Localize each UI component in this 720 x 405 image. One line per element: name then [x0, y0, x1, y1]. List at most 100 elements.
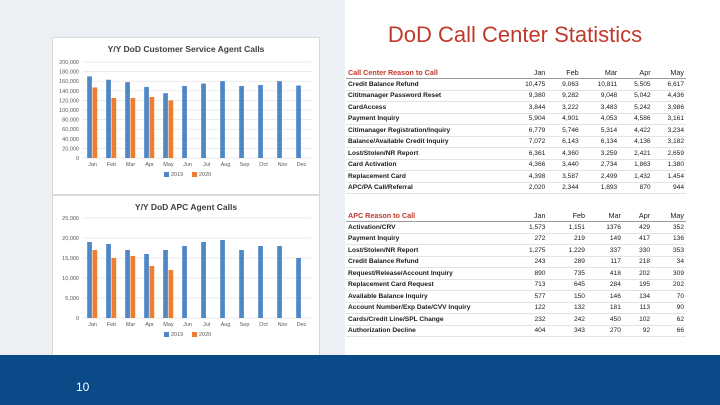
y-tick-label: 200,000 — [59, 60, 79, 66]
table-header-month: Mar — [586, 209, 623, 222]
legend-swatch-2019 — [164, 172, 169, 177]
x-tick-label: Oct — [259, 322, 268, 328]
bar-2020-apr — [149, 266, 155, 318]
table-cell-value: 9,282 — [547, 90, 581, 102]
bar-2019-jun — [182, 86, 187, 158]
y-tick-label: 15,000 — [62, 256, 79, 262]
table-cell-value: 10,475 — [508, 78, 548, 91]
x-tick-label: Feb — [107, 322, 116, 328]
table-row: Activation/CRV 1,573 1,151 1376 429 352 — [346, 221, 686, 234]
table-cell-value: 3,986 — [652, 101, 686, 114]
table-cell-value: 3,222 — [547, 101, 581, 114]
bar-2019-aug — [220, 240, 225, 318]
x-tick-label: Nov — [278, 322, 288, 328]
table-cell-reason: Lost/Stolen/NR Report — [346, 244, 508, 257]
table-cell-value: 270 — [586, 325, 623, 337]
table-cell-value: 353 — [652, 244, 686, 257]
table-row: Replacement Card 4,398 3,587 2,499 1,432 1,45… — [346, 170, 686, 183]
table-cell-value: 4,586 — [619, 113, 653, 125]
chart-csa-calls-svg: Y/Y DoD Customer Service Agent Calls 0 20,… — [59, 44, 311, 178]
table-cell-value: 352 — [652, 221, 686, 234]
table-cell-value: 2,499 — [580, 170, 620, 183]
table-cell-reason: Credit Balance Refund — [346, 256, 508, 268]
table-cell-value: 418 — [586, 267, 623, 280]
table-cell-value: 2,020 — [508, 182, 548, 194]
table-cell-value: 735 — [547, 267, 587, 280]
table-cell-value: 4,422 — [619, 124, 653, 137]
table-cell-value: 34 — [652, 256, 686, 268]
table-cell-value: 645 — [547, 279, 587, 291]
y-tick-label: 5,000 — [65, 296, 79, 302]
table-cell-value: 1376 — [586, 221, 623, 234]
table-cell-reason: Cards/Credit Line/SPL Change — [346, 313, 508, 326]
chart-apc-calls: Y/Y DoD APC Agent Calls 0 5,000 10,000 15,00… — [52, 195, 320, 357]
table-cell-value: 3,844 — [508, 101, 548, 114]
bar-2019-may — [163, 250, 168, 318]
table-cell-value: 136 — [652, 233, 686, 245]
table-cell-value: 5,505 — [619, 78, 653, 91]
table-cell-value: 2,659 — [652, 147, 686, 160]
table-cell-value: 113 — [622, 302, 653, 314]
x-tick-label: May — [163, 162, 174, 168]
table-cell-value: 6,134 — [580, 136, 620, 148]
table-cell-reason: Activation/CRV — [346, 221, 508, 234]
table-cell-reason: Available Balance Inquiry — [346, 290, 508, 303]
table-row: Authorization Decline 404 343 270 92 66 — [346, 325, 686, 337]
table-cell-value: 4,398 — [508, 170, 548, 183]
table-row: Credit Balance Refund 243 289 117 218 34 — [346, 256, 686, 268]
table-cell-value: 62 — [652, 313, 686, 326]
table-cell-value: 6,143 — [547, 136, 581, 148]
bar-2019-jun — [182, 246, 187, 318]
table-cell-value: 1,432 — [619, 170, 653, 183]
table-cell-value: 1,275 — [508, 244, 548, 257]
bar-2020-feb — [111, 98, 117, 158]
bar-2020-jan — [92, 87, 98, 158]
table-cell-reason: Balance/Available Credit Inquiry — [346, 136, 508, 148]
table-row: APC/PA Call/Referral 2,020 2,344 1,893 870 94… — [346, 182, 686, 194]
table-header-month: Feb — [547, 66, 581, 79]
table-cell-value: 429 — [622, 221, 653, 234]
x-tick-label: Mar — [126, 162, 136, 168]
y-tick-label: 20,000 — [62, 236, 79, 242]
y-tick-label: 180,000 — [59, 70, 79, 76]
bar-2019-jan — [87, 76, 92, 158]
legend-swatch-2020 — [192, 172, 197, 177]
table-row: Credit Balance Refund 10,475 9,063 10,811 5,… — [346, 78, 686, 91]
y-tick-label: 0 — [76, 316, 79, 322]
table-cell-value: 1,380 — [652, 159, 686, 171]
table-row: Lost/Stolen/NR Report 1,275 1,229 337 330 353 — [346, 244, 686, 257]
y-tick-label: 25,000 — [62, 216, 79, 222]
table-cell-value: 4,053 — [580, 113, 620, 125]
x-tick-label: Sep — [240, 322, 250, 328]
table-header-month: May — [652, 66, 686, 79]
table-cell-value: 404 — [508, 325, 548, 337]
table-cell-value: 195 — [622, 279, 653, 291]
y-tick-label: 80,000 — [62, 118, 79, 124]
table-row: Payment Inquiry 272 219 149 417 136 — [346, 233, 686, 245]
table-cell-value: 1,863 — [619, 159, 653, 171]
table-cell-value: 3,483 — [580, 101, 620, 114]
table-cell-value: 5,314 — [580, 124, 620, 137]
table-cell-value: 309 — [652, 267, 686, 280]
x-tick-label: Apr — [145, 322, 154, 328]
x-tick-label: Jan — [88, 322, 97, 328]
bar-2019-sep — [239, 250, 244, 318]
table-header-month: Jan — [508, 209, 548, 222]
chart-apc-calls-svg: Y/Y DoD APC Agent Calls 0 5,000 10,000 15,00… — [62, 202, 311, 338]
table-cell-reason: Card Activation — [346, 159, 508, 171]
table-row: Citimanager Registration/Inquiry 6,779 5,7… — [346, 124, 686, 137]
table-row: Lost/Stolen/NR Report 6,361 4,360 3,259 2,42… — [346, 147, 686, 160]
legend-label: 2020 — [199, 172, 211, 178]
bar-2019-nov — [277, 246, 282, 318]
apc-reason-table: APC Reason to Call Jan Feb Mar Apr May Activat… — [346, 209, 686, 337]
table-cell-value: 1,573 — [508, 221, 548, 234]
csa-reason-table: Call Center Reason to Call Jan Feb Mar Apr Ma… — [346, 66, 686, 194]
bar-2019-jul — [201, 242, 206, 318]
table-cell-value: 4,901 — [547, 113, 581, 125]
table-row: CardAccess 3,844 3,222 3,483 5,242 3,986 — [346, 101, 686, 114]
table-row: Card Activation 4,366 3,440 2,734 1,863 1,380 — [346, 159, 686, 171]
bar-2020-mar — [130, 256, 136, 318]
table-cell-value: 284 — [586, 279, 623, 291]
table-row: Request/Release/Account Inquiry 890 735 418… — [346, 267, 686, 280]
table-header-month: Feb — [547, 209, 587, 222]
